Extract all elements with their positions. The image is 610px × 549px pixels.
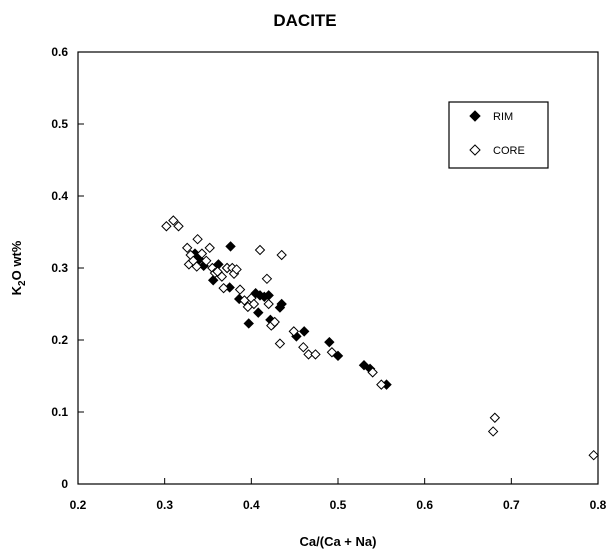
x-tick-label: 0.3 xyxy=(156,498,173,512)
y-tick-label: 0.1 xyxy=(51,405,68,419)
y-tick-label: 0 xyxy=(61,477,68,491)
y-axis-label-subscript: 2 xyxy=(17,280,28,286)
legend-box xyxy=(448,101,549,169)
rim-point xyxy=(224,282,235,293)
core-point xyxy=(173,221,184,232)
rim-point xyxy=(324,336,335,348)
x-tick-label: 0.5 xyxy=(330,498,347,512)
core-point xyxy=(288,326,300,337)
core-point xyxy=(588,449,599,461)
x-tick-label: 0.4 xyxy=(243,498,260,512)
data-points xyxy=(161,215,599,461)
legend-core-marker xyxy=(469,144,481,156)
core-point xyxy=(231,264,242,275)
y-tick-label: 0.5 xyxy=(51,117,68,131)
core-point xyxy=(303,349,314,360)
x-axis: 0.2 0.3 0.4 0.5 0.6 0.7 0.8 xyxy=(70,478,607,512)
core-point xyxy=(201,255,212,267)
core-point xyxy=(263,298,274,310)
core-point xyxy=(367,367,378,378)
x-tick-label: 0.2 xyxy=(70,498,87,512)
core-point xyxy=(261,273,273,285)
core-point xyxy=(276,249,287,261)
legend-rim-marker xyxy=(469,110,481,122)
core-point xyxy=(489,412,501,423)
core-point xyxy=(191,261,202,272)
core-point xyxy=(487,426,499,437)
rim-point xyxy=(207,275,219,286)
core-point xyxy=(376,379,387,390)
core-point xyxy=(248,298,260,310)
rim-point xyxy=(253,307,264,318)
y-axis: 0 0.1 0.2 0.3 0.4 0.5 0.6 xyxy=(51,45,84,491)
rim-point xyxy=(225,241,236,252)
core-point xyxy=(298,341,309,353)
core-point xyxy=(216,271,228,282)
y-axis-label-k: K xyxy=(9,285,24,295)
core-point xyxy=(196,248,208,259)
x-axis-label: Ca/(Ca + Na) xyxy=(300,534,377,549)
core-point xyxy=(192,233,203,245)
core-point xyxy=(218,282,229,294)
legend-core-label: CORE xyxy=(493,145,525,157)
core-point xyxy=(326,347,338,358)
core-point xyxy=(254,244,266,256)
y-tick-label: 0.2 xyxy=(51,333,68,347)
rim-point xyxy=(298,326,310,337)
y-tick-label: 0.3 xyxy=(51,261,68,275)
legend-rim-label: RIM xyxy=(493,111,513,123)
core-point xyxy=(310,349,321,360)
core-point xyxy=(161,221,172,232)
core-point xyxy=(234,284,246,295)
rim-point xyxy=(243,318,254,329)
rim-point xyxy=(276,298,287,310)
core-point xyxy=(204,242,215,254)
legend: RIM CORE xyxy=(448,101,549,169)
y-tick-label: 0.4 xyxy=(51,189,68,203)
core-point xyxy=(269,316,280,328)
y-tick-label: 0.6 xyxy=(51,45,68,59)
core-point xyxy=(274,338,286,349)
chart-title: DACITE xyxy=(273,11,336,30)
y-axis-label: K2O wt% xyxy=(9,240,28,295)
x-tick-label: 0.7 xyxy=(503,498,520,512)
core-point xyxy=(181,242,193,254)
x-tick-label: 0.8 xyxy=(590,498,607,512)
y-axis-label-rest: O wt% xyxy=(9,240,24,280)
x-tick-label: 0.6 xyxy=(416,498,433,512)
core-point xyxy=(168,215,179,226)
